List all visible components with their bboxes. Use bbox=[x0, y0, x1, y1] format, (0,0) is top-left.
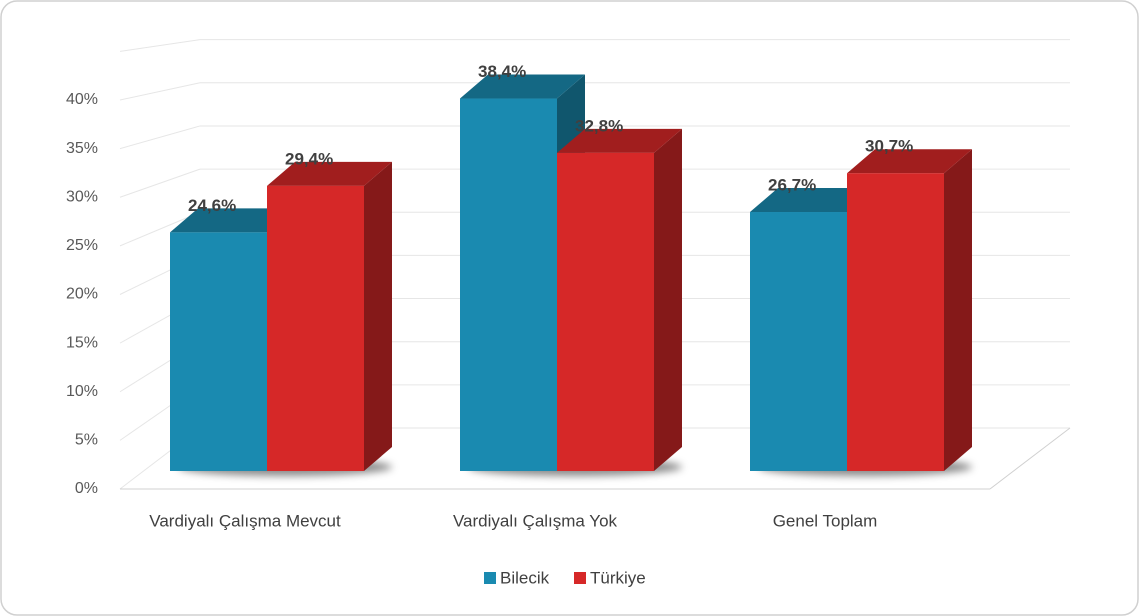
x-tick-label: Genel Toplam bbox=[773, 511, 878, 530]
y-tick-label: 10% bbox=[66, 383, 98, 400]
bar-side bbox=[364, 161, 392, 471]
y-tick-label: 0% bbox=[75, 480, 98, 497]
y-tick-label: 35% bbox=[66, 140, 98, 157]
value-label: 30,7% bbox=[865, 137, 913, 156]
legend-swatch bbox=[574, 572, 586, 584]
bar bbox=[170, 232, 267, 471]
y-tick-label: 5% bbox=[75, 432, 98, 449]
bar bbox=[557, 152, 654, 471]
y-tick-label: 40% bbox=[66, 91, 98, 108]
value-label: 29,4% bbox=[285, 149, 333, 168]
bar bbox=[750, 212, 847, 471]
value-label: 38,4% bbox=[478, 62, 526, 81]
bar bbox=[267, 185, 364, 471]
grid-line-depth bbox=[119, 211, 201, 247]
y-tick-label: 25% bbox=[66, 237, 98, 254]
x-tick-label: Vardiyalı Çalışma Mevcut bbox=[149, 511, 341, 530]
bar bbox=[847, 173, 944, 471]
legend-swatch bbox=[484, 572, 496, 584]
y-tick-label: 15% bbox=[66, 334, 98, 351]
grid-line-depth bbox=[119, 168, 201, 198]
x-tick-label: Vardiyalı Çalışma Yok bbox=[453, 511, 618, 530]
bar-side bbox=[944, 149, 972, 471]
legend-label: Bilecik bbox=[500, 568, 550, 587]
bar bbox=[460, 98, 557, 472]
y-tick-label: 20% bbox=[66, 286, 98, 303]
bar-top bbox=[847, 149, 972, 174]
bar-top bbox=[267, 161, 392, 186]
wall-side bbox=[119, 39, 201, 52]
bar-side bbox=[654, 128, 682, 471]
grid-line-depth bbox=[119, 125, 201, 150]
bar-top bbox=[750, 188, 875, 213]
y-tick-label: 30% bbox=[66, 188, 98, 205]
bar-top bbox=[557, 128, 682, 153]
value-label: 24,6% bbox=[188, 196, 236, 215]
value-label: 32,8% bbox=[575, 116, 623, 135]
bar-top bbox=[170, 208, 295, 233]
legend-label: Türkiye bbox=[590, 568, 646, 587]
value-label: 26,7% bbox=[768, 175, 816, 194]
x-axis-depth bbox=[989, 427, 1071, 490]
bar-top bbox=[460, 74, 585, 99]
grid-line-depth bbox=[119, 82, 201, 101]
